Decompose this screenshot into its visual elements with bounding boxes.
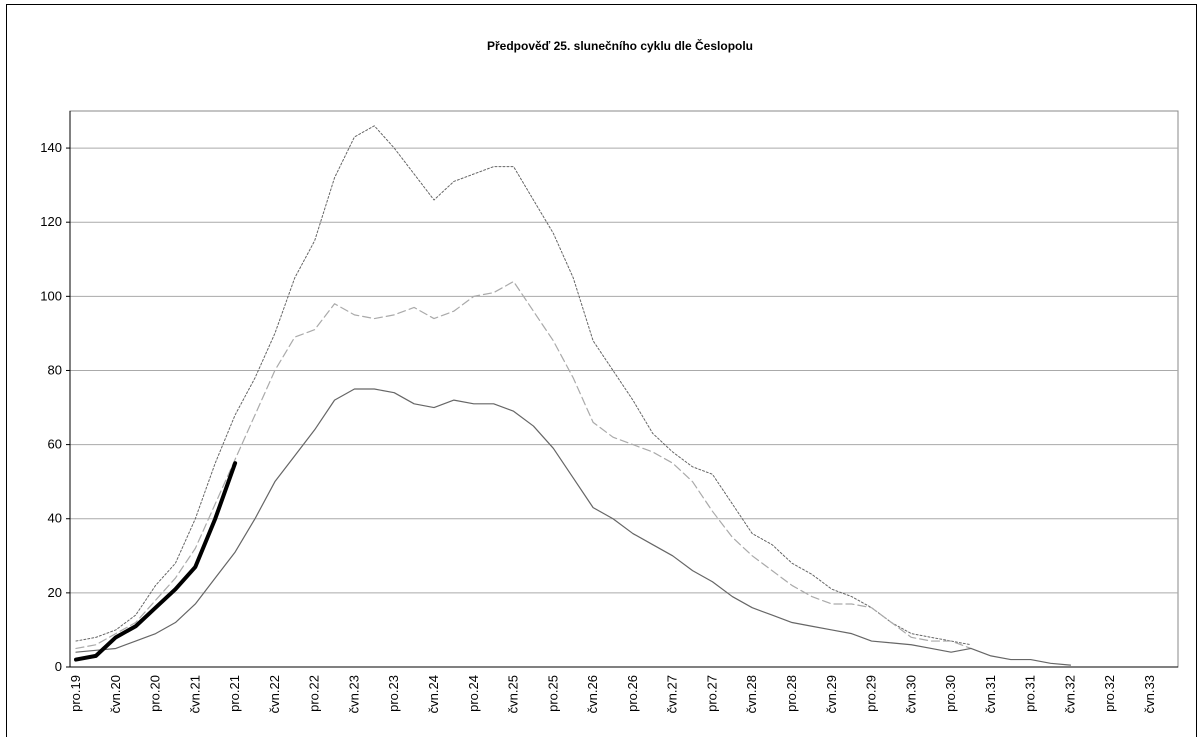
y-tick-label: 40	[48, 511, 62, 526]
x-tick-label: pro.25	[545, 675, 560, 712]
x-tick-label: pro.21	[227, 675, 242, 712]
x-tick-label: pro.24	[466, 675, 481, 712]
y-tick-label: 0	[55, 659, 62, 674]
chart-title: Předpověď 25. slunečního cyklu dle Česlo…	[487, 38, 753, 53]
y-tick-label: 20	[48, 585, 62, 600]
x-tick-label: čvn.20	[108, 675, 123, 713]
x-tick-label: pro.27	[704, 675, 719, 712]
x-tick-label: pro.20	[148, 675, 163, 712]
x-tick-label: pro.29	[864, 675, 879, 712]
x-tick-label: pro.19	[68, 675, 83, 712]
x-tick-label: čvn.33	[1142, 675, 1157, 713]
series-line	[75, 388, 1072, 666]
y-tick-label: 120	[40, 214, 62, 229]
y-tick-label: 140	[40, 140, 62, 155]
x-tick-label: čvn.23	[346, 675, 361, 713]
y-tick-label: 60	[48, 437, 62, 452]
x-tick-label: pro.22	[307, 675, 322, 712]
x-tick-label: čvn.25	[506, 675, 521, 713]
y-tick-label: 100	[40, 288, 62, 303]
x-tick-label: čvn.26	[585, 675, 600, 713]
series-line	[75, 280, 972, 650]
x-tick-label: pro.30	[943, 675, 958, 712]
x-tick-label: čvn.27	[665, 675, 680, 713]
x-tick-label: čvn.30	[903, 675, 918, 713]
x-tick-label: čvn.22	[267, 675, 282, 713]
y-tick-label: 80	[48, 362, 62, 377]
x-tick-label: pro.23	[386, 675, 401, 712]
x-tick-label: čvn.29	[824, 675, 839, 713]
x-tick-label: pro.32	[1102, 675, 1117, 712]
x-tick-label: pro.26	[625, 675, 640, 712]
x-tick-label: čvn.21	[187, 675, 202, 713]
x-tick-label: pro.28	[784, 675, 799, 712]
x-tick-label: pro.31	[1023, 675, 1038, 712]
x-tick-label: čvn.28	[744, 675, 759, 713]
series-line	[75, 125, 972, 646]
x-tick-label: čvn.32	[1062, 675, 1077, 713]
series-line	[74, 461, 238, 662]
x-tick-label: čvn.24	[426, 675, 441, 713]
x-tick-label: čvn.31	[983, 675, 998, 713]
